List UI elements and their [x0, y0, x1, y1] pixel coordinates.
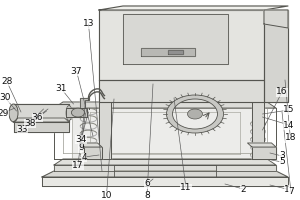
Text: 18: 18 — [285, 134, 296, 142]
Polygon shape — [66, 108, 87, 117]
Text: 37: 37 — [71, 66, 82, 75]
Ellipse shape — [66, 106, 72, 120]
Polygon shape — [99, 10, 264, 80]
Ellipse shape — [9, 104, 18, 122]
Text: 34: 34 — [75, 134, 87, 144]
Polygon shape — [99, 102, 111, 159]
Text: 2: 2 — [240, 184, 246, 194]
Text: 11: 11 — [180, 184, 192, 192]
Polygon shape — [141, 48, 195, 56]
Text: 8: 8 — [144, 190, 150, 200]
Polygon shape — [42, 177, 288, 186]
Text: 4: 4 — [81, 152, 87, 162]
Text: 6: 6 — [144, 180, 150, 188]
Polygon shape — [80, 98, 88, 108]
Text: 38: 38 — [24, 119, 36, 128]
Text: 29: 29 — [0, 108, 9, 117]
Polygon shape — [99, 80, 264, 102]
Text: 16: 16 — [276, 88, 288, 97]
Text: 7: 7 — [288, 188, 294, 196]
Text: 5: 5 — [279, 158, 285, 166]
Polygon shape — [99, 6, 288, 10]
Text: 15: 15 — [283, 106, 295, 114]
Polygon shape — [84, 147, 102, 159]
Polygon shape — [54, 102, 276, 108]
Polygon shape — [264, 10, 288, 102]
Text: 30: 30 — [0, 94, 11, 102]
Text: 28: 28 — [1, 76, 12, 86]
Polygon shape — [252, 147, 276, 159]
Polygon shape — [72, 108, 258, 158]
Polygon shape — [252, 102, 264, 159]
Text: 9: 9 — [78, 144, 84, 152]
Polygon shape — [264, 10, 288, 28]
Polygon shape — [248, 143, 276, 147]
Circle shape — [71, 108, 85, 117]
Text: 3: 3 — [279, 152, 285, 160]
Polygon shape — [54, 159, 276, 165]
Polygon shape — [14, 122, 69, 132]
Polygon shape — [123, 14, 228, 64]
Text: 17: 17 — [72, 160, 84, 170]
Polygon shape — [14, 104, 69, 122]
Polygon shape — [42, 171, 288, 177]
Text: 1: 1 — [284, 184, 290, 194]
Text: 31: 31 — [56, 84, 67, 93]
Circle shape — [188, 109, 202, 119]
Text: 14: 14 — [283, 120, 295, 130]
Text: 13: 13 — [83, 20, 94, 28]
Polygon shape — [168, 50, 183, 54]
Text: 33: 33 — [17, 126, 28, 134]
Polygon shape — [80, 143, 102, 147]
Text: 10: 10 — [101, 190, 112, 200]
Text: 36: 36 — [32, 112, 43, 121]
Polygon shape — [54, 165, 276, 171]
Polygon shape — [14, 118, 69, 122]
